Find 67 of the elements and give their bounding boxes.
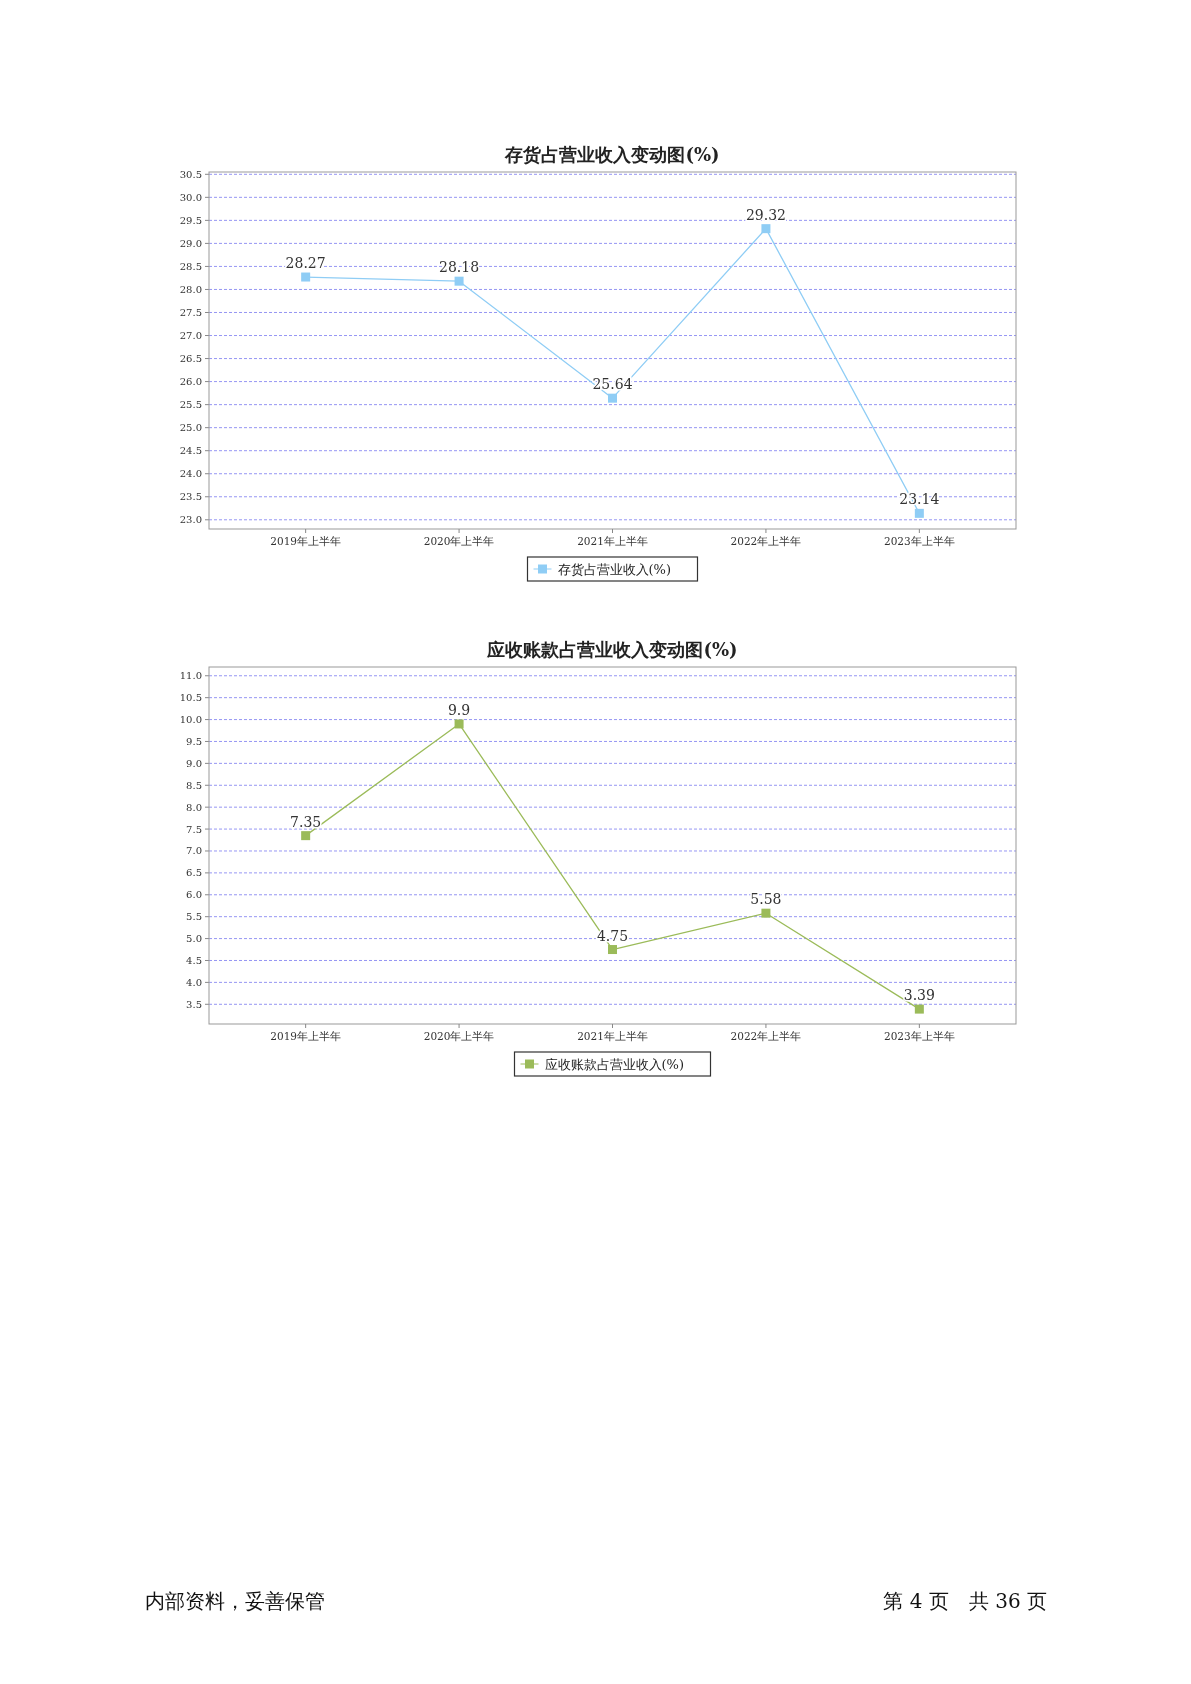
data-label: 7.35 [290,813,322,830]
point [914,508,924,518]
point [301,272,311,282]
data-label: 28.27 [285,255,326,272]
y-tick-label: 8.0 [186,801,202,813]
y-tick-label: 25.5 [179,399,202,411]
y-tick-label: 10.0 [179,714,202,726]
data-label: 25.64 [592,376,633,393]
y-tick-label: 25.0 [179,422,202,434]
y-tick-label: 4.0 [186,976,202,988]
text: 第 4 页 共 36 页 [883,1589,1047,1613]
chart-title: 存货占营业收入变动图(%) [504,144,720,165]
data-label: 9.9 [447,701,471,718]
point [608,393,617,403]
point [608,945,617,955]
y-tick-label: 6.5 [186,867,202,879]
x-tick-label: 2020年上半年 [423,535,495,547]
x-tick-label: 2019年上半年 [270,1030,342,1042]
x-tick-label: 2023年上半年 [883,1030,955,1042]
y-tick-label: 3.5 [186,998,202,1010]
x-tick-label: 2020年上半年 [423,1030,495,1042]
y-tick-label: 6.0 [186,889,202,901]
y-tick-label: 9.5 [186,735,202,747]
data-label: 5.58 [750,891,782,908]
legend-label: 存货占营业收入(%) [557,562,671,577]
y-tick-label: 9.0 [186,757,202,769]
data-label: 3.39 [903,987,935,1004]
y-tick-label: 5.5 [186,911,202,923]
y-tick-label: 23.5 [179,491,202,503]
y-tick-label: 10.5 [179,692,202,704]
x-tick-label: 2022年上半年 [730,535,802,547]
x-tick-label: 2022年上半年 [730,1030,802,1042]
chart-title: 应收账款占营业收入变动图(%) [486,639,738,660]
point [454,276,464,286]
point [454,719,464,729]
y-tick-label: 8.5 [186,779,202,791]
y-tick-label: 7.0 [186,845,202,857]
y-tick-label: 29.0 [179,237,202,249]
y-tick-label: 4.5 [186,954,202,966]
data-label: 28.18 [439,259,480,276]
data-label: 23.14 [899,491,940,508]
y-tick-label: 7.5 [186,823,202,835]
y-tick-label: 29.5 [179,214,202,226]
y-tick-label: 24.5 [179,445,202,457]
x-tick-label: 2021年上半年 [577,1030,648,1042]
y-tick-label: 28.0 [179,283,202,295]
point [761,224,771,234]
x-tick-label: 2023年上半年 [883,535,955,547]
y-tick-label: 24.0 [179,468,202,480]
y-tick-label: 26.0 [179,376,202,388]
point [761,908,771,918]
y-tick-label: 11.0 [179,670,202,682]
y-tick-label: 27.0 [179,330,202,342]
y-tick-label: 30.5 [179,168,202,180]
y-tick-label: 30.0 [179,191,202,203]
y-tick-label: 5.0 [186,933,202,945]
x-tick-label: 2021年上半年 [577,535,648,547]
y-tick-label: 23.0 [179,514,202,526]
data-label: 29.32 [745,206,786,223]
x-tick-label: 2019年上半年 [270,535,342,547]
legend-label: 应收账款占营业收入(%) [544,1057,684,1072]
y-tick-label: 27.5 [179,307,202,318]
y-tick-label: 26.5 [179,353,202,365]
text: 内部资料，妥善保管 [145,1589,325,1613]
point [301,831,311,841]
point [914,1004,924,1014]
y-tick-label: 28.5 [179,260,202,272]
